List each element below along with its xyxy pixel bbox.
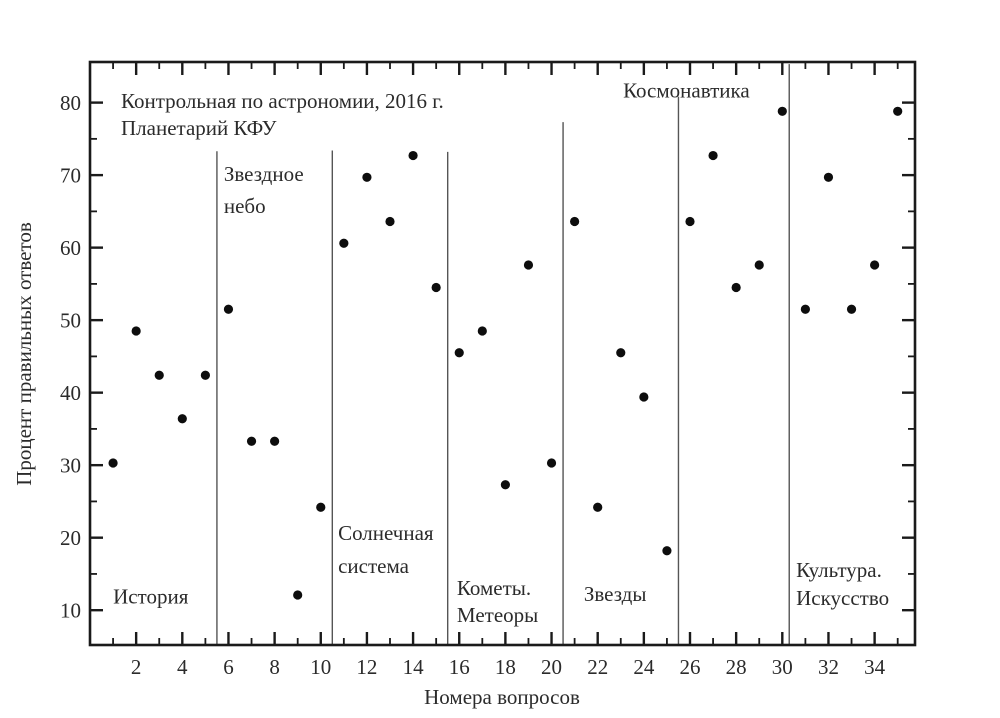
data-point <box>754 260 764 270</box>
x-tick-label: 26 <box>680 655 701 679</box>
data-point <box>870 260 880 270</box>
x-tick-label: 4 <box>177 655 188 679</box>
section-label: История <box>113 585 189 609</box>
x-tick-label: 30 <box>772 655 793 679</box>
data-point <box>846 304 857 314</box>
plot-frame <box>88 60 917 647</box>
data-point <box>177 414 187 424</box>
data-point <box>154 370 164 380</box>
y-tick-label: 20 <box>60 526 81 550</box>
x-tick-label: 14 <box>403 655 425 679</box>
y-tick-label: 10 <box>60 599 81 623</box>
section-label: Звезды <box>584 582 647 606</box>
x-tick-label: 12 <box>356 655 377 679</box>
data-point <box>477 326 487 336</box>
section-label: Метеоры <box>457 603 538 627</box>
data-point <box>108 458 118 468</box>
data-point <box>223 304 234 314</box>
data-point <box>616 348 626 358</box>
data-point <box>893 106 903 116</box>
data-point <box>454 348 464 358</box>
data-point <box>200 370 210 380</box>
y-axis-title: Процент правильных ответов <box>12 222 36 486</box>
x-tick-label: 2 <box>131 655 142 679</box>
y-tick-label: 80 <box>60 91 81 115</box>
data-point <box>293 590 303 600</box>
x-tick-label: 16 <box>449 655 470 679</box>
x-tick-label: 8 <box>269 655 280 679</box>
chart-title-line2: Планетарий КФУ <box>121 116 277 140</box>
data-point <box>431 282 441 293</box>
data-point <box>731 282 741 293</box>
section-label: Искусство <box>796 586 889 610</box>
x-tick-label: 6 <box>223 655 234 679</box>
data-point <box>546 458 557 468</box>
data-point <box>593 502 603 512</box>
section-label: система <box>338 554 410 578</box>
x-tick-label: 24 <box>633 655 655 679</box>
data-point <box>708 150 718 161</box>
y-tick-label: 50 <box>60 309 81 333</box>
section-label: Солнечная <box>338 521 434 545</box>
data-point <box>639 392 649 402</box>
data-point <box>339 238 349 248</box>
data-point <box>246 436 257 446</box>
data-point <box>270 436 280 446</box>
section-label: Космонавтика <box>623 79 750 103</box>
data-point <box>685 216 695 227</box>
data-point <box>362 172 372 182</box>
section-label: небо <box>224 194 266 218</box>
x-axis-title: Номера вопросов <box>424 685 580 709</box>
data-point <box>316 502 326 512</box>
y-tick-label: 70 <box>60 164 81 188</box>
generated-chart-layer: 2 4 6 8 10 12 14 16 18 20 22 24 26 28 30 32 341020304050… <box>60 62 915 679</box>
x-tick-label: 18 <box>495 655 516 679</box>
y-tick-label: 40 <box>60 381 81 405</box>
data-point <box>523 260 534 270</box>
data-point <box>500 480 510 490</box>
data-point <box>823 172 834 182</box>
section-label: Звездное <box>224 162 304 186</box>
data-point <box>800 304 810 314</box>
data-point <box>662 546 672 556</box>
x-tick-label: 20 <box>541 655 562 679</box>
chart-title-line1: Контрольная по астрономии, 2016 г. <box>121 89 444 113</box>
x-tick-label: 32 <box>818 655 839 679</box>
x-tick-label: 34 <box>864 655 886 679</box>
section-label: Культура. <box>796 558 882 582</box>
x-tick-label: 10 <box>310 655 331 679</box>
x-tick-label: 28 <box>726 655 747 679</box>
section-label: Кометы. <box>457 576 531 600</box>
x-tick-label: 22 <box>587 655 608 679</box>
data-point <box>570 216 580 227</box>
y-tick-label: 30 <box>60 454 81 478</box>
data-point <box>131 326 141 336</box>
data-point <box>777 106 787 116</box>
y-tick-label: 60 <box>60 236 81 260</box>
data-point <box>408 150 418 161</box>
data-point <box>385 216 395 227</box>
